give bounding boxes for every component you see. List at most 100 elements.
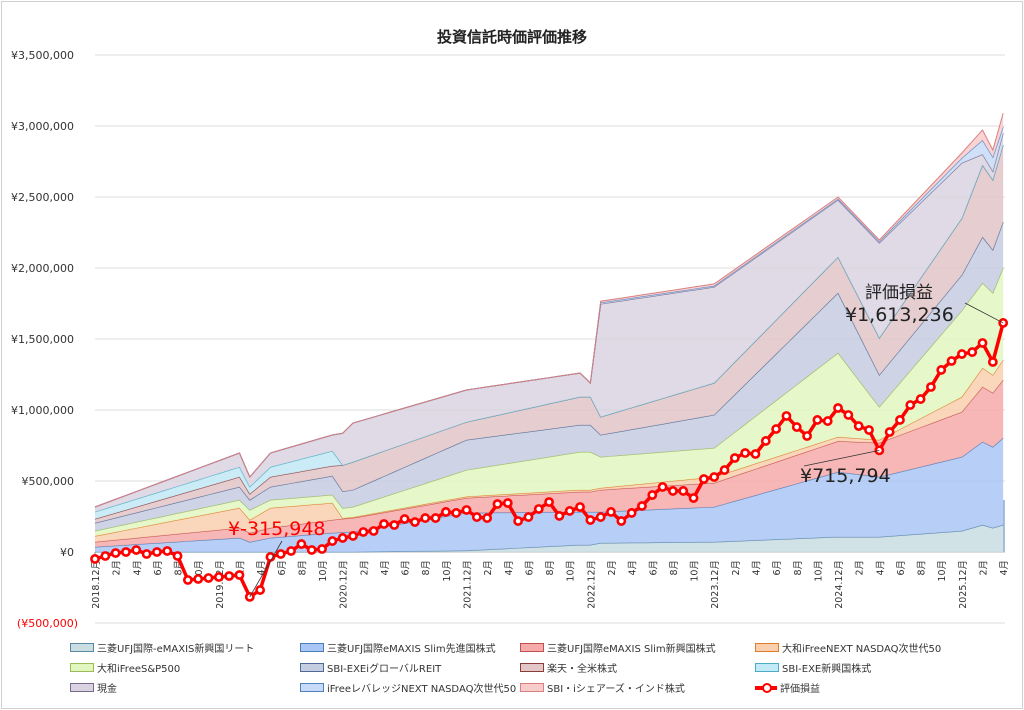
profit-point	[471, 512, 482, 522]
profit-point	[131, 545, 142, 555]
profit-point	[358, 527, 369, 537]
x-tick-label: 4月	[751, 560, 762, 576]
profit-point	[895, 415, 905, 425]
legend-item: SBI-EXEiグローバルREIT	[300, 660, 441, 675]
legend-label: 大和iFreeNEXT NASDAQ次世代50	[782, 644, 942, 655]
x-tick-label: 10月	[566, 560, 577, 582]
area-series-5	[95, 268, 1004, 537]
x-tick-label: 2025.12月	[958, 560, 969, 609]
profit-point	[729, 453, 740, 463]
x-tick-label: 6月	[648, 560, 659, 576]
profit-point	[616, 516, 627, 526]
legend-item: 評価損益	[755, 680, 820, 695]
profit-point	[750, 449, 761, 459]
x-tick-label: 10月	[813, 560, 824, 582]
x-tick-label: 10月	[194, 560, 205, 582]
profit-point	[853, 421, 864, 431]
x-tick-label: 8月	[793, 560, 804, 576]
profit-point	[523, 512, 534, 522]
annotation-value: ¥-315,948	[228, 518, 326, 540]
y-axis-ticks: ¥3,500,000 ¥3,000,000 ¥2,500,000 ¥2,000,000…	[11, 49, 78, 630]
x-tick-label: 6月	[896, 560, 907, 576]
x-tick-label: 2024.12月	[834, 560, 845, 609]
profit-point	[647, 490, 658, 500]
y-tick-label: ¥3,000,000	[11, 120, 74, 133]
profit-point	[399, 514, 410, 524]
profit-point	[905, 400, 916, 410]
x-tick-label: 2020.12月	[339, 560, 350, 609]
profit-point	[430, 513, 441, 523]
profit-point	[998, 318, 1009, 328]
legend-label: SBI-EXE新興国株式	[782, 664, 872, 675]
chart-title: 投資信託時価評価推移	[436, 28, 587, 46]
annotation-value: ¥1,613,236	[845, 304, 954, 326]
legend-swatch	[755, 643, 779, 652]
legend-swatch	[70, 683, 94, 692]
area-series-4	[95, 360, 1004, 543]
x-tick-label: 8月	[174, 560, 185, 576]
x-tick-label: 2019.12月	[215, 560, 226, 609]
x-tick-label: 2018.12月	[91, 560, 102, 609]
x-axis-ticks: 2018.12月 2月 4月 6月 8月 10月 2019.12月 2月 4月 6月 8月 10月 20…	[91, 560, 1010, 609]
profit-point	[740, 448, 751, 458]
profit-point	[379, 519, 389, 529]
x-tick-label: 2月	[235, 560, 246, 576]
x-tick-label: 4月	[380, 560, 391, 576]
x-tick-label: 2022.12月	[586, 560, 597, 609]
x-tick-label: 4月	[628, 560, 639, 576]
profit-point	[482, 513, 493, 523]
stacked-areas	[94, 112, 1004, 553]
profit-point	[544, 497, 554, 507]
x-tick-label: 10月	[442, 560, 453, 582]
x-tick-label: 2月	[855, 560, 866, 576]
area-series-9	[95, 133, 1004, 512]
area-series-1	[95, 525, 1004, 552]
area-series-2	[95, 437, 1004, 552]
profit-point	[791, 422, 802, 432]
legend-swatch	[520, 683, 544, 692]
profit-line	[90, 318, 1009, 602]
profit-point	[327, 536, 338, 546]
profit-point	[771, 424, 782, 434]
x-tick-label: 6月	[153, 560, 164, 576]
profit-point	[255, 585, 266, 595]
x-tick-label: 8月	[917, 560, 928, 576]
x-tick-label: 2月	[483, 560, 494, 576]
x-tick-label: 2月	[112, 560, 123, 576]
legend-swatch	[755, 682, 777, 693]
x-tick-label: 6月	[401, 560, 412, 576]
profit-point	[90, 554, 100, 564]
profit-point	[224, 571, 235, 581]
profit-point	[626, 508, 637, 518]
profit-point	[915, 394, 926, 404]
legend-item: 大和iFreeS&P500	[70, 660, 180, 675]
x-tick-label: 4月	[132, 560, 143, 576]
x-tick-label: 2023.12月	[710, 560, 721, 609]
annotation-title: 評価損益	[865, 283, 933, 303]
profit-point	[317, 544, 327, 554]
y-tick-label: ¥3,500,000	[11, 49, 74, 62]
x-tick-label: 2月	[607, 560, 618, 576]
profit-point	[595, 512, 606, 522]
legend-item: iFreeレバレッジNEXT NASDAQ次世代50	[300, 680, 516, 695]
x-tick-label: 2月	[731, 560, 742, 576]
profit-point	[440, 507, 451, 517]
profit-point	[368, 526, 379, 536]
x-tick-label: 4月	[999, 560, 1010, 576]
legend-label: SBI・iシェアーズ・インド株式	[547, 684, 685, 695]
legend-item: 現金	[70, 680, 117, 695]
legend-label: 現金	[97, 684, 117, 695]
x-tick-label: 4月	[504, 560, 515, 576]
legend-swatch	[755, 663, 779, 672]
profit-point	[946, 356, 957, 366]
profit-point	[244, 591, 255, 602]
profit-point	[286, 546, 296, 556]
profit-point	[162, 546, 173, 556]
legend-item: 三菱UFJ国際-eMAXIS新興国リート	[70, 640, 254, 655]
profit-point	[585, 515, 596, 525]
annotation-leader	[803, 449, 880, 467]
profit-point	[802, 431, 812, 441]
profit-point	[678, 486, 689, 496]
x-tick-label: 10月	[937, 560, 948, 582]
